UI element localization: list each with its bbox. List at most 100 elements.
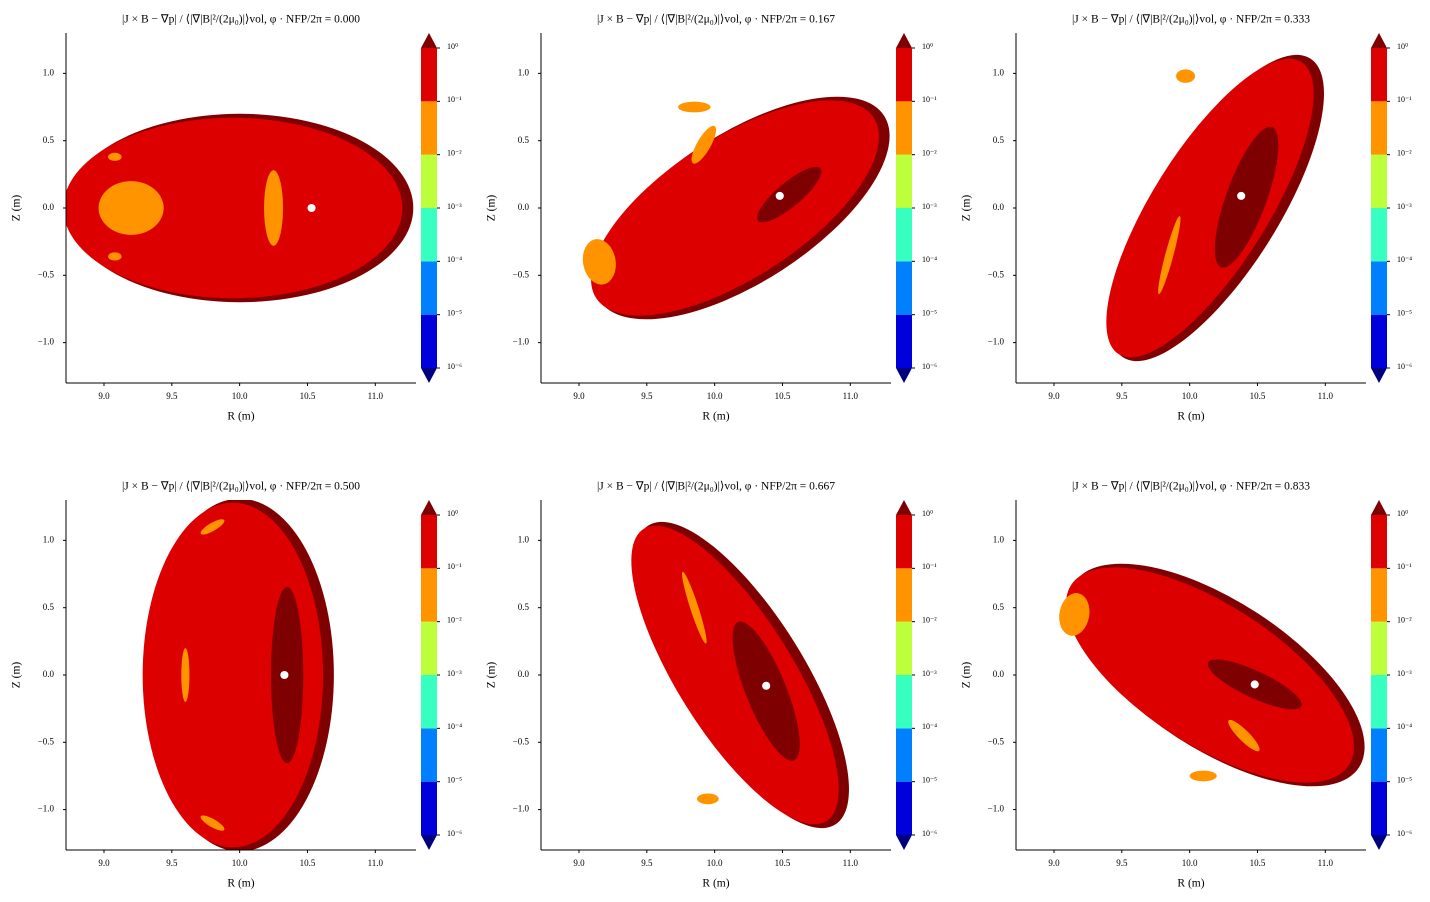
chart-title: |J × B − ∇p| / ⟨|∇|B|²/(2μ₀)|⟩vol, φ · N… xyxy=(1072,13,1310,26)
colorbar-segment xyxy=(421,101,437,155)
panel: 9.0 9.5 10.0 10.5 11.0 −1.0 −0.5 0.0 0.5 1.0 |J × … xyxy=(486,13,938,423)
x-tick-label: 9.5 xyxy=(166,858,178,868)
colorbar-segment xyxy=(896,568,912,622)
x-axis-label: R (m) xyxy=(1177,878,1204,890)
x-tick-label: 10.0 xyxy=(1182,391,1198,401)
high-core xyxy=(757,166,822,223)
colorbar-segment xyxy=(896,728,912,782)
cross-section xyxy=(1106,58,1314,358)
colorbar-tick-label: 10⁰ xyxy=(1397,42,1408,51)
colorbar-tick-label: 10⁰ xyxy=(447,509,458,518)
x-tick-label: 10.0 xyxy=(707,391,723,401)
x-tick-label: 11.0 xyxy=(1318,391,1334,401)
plot-area xyxy=(1059,563,1365,787)
colorbar-segment xyxy=(421,515,437,569)
cross-section xyxy=(66,117,403,299)
colorbar-tick-label: 10⁻² xyxy=(447,615,462,624)
y-axis-label: Z (m) xyxy=(11,662,23,689)
chart-title: |J × B − ∇p| / ⟨|∇|B|²/(2μ₀)|⟩vol, φ · N… xyxy=(122,13,360,26)
x-tick-label: 9.5 xyxy=(641,391,653,401)
colorbar-tick-label: 10⁻³ xyxy=(922,669,937,678)
colorbar-segment xyxy=(896,154,912,208)
x-tick-label: 10.0 xyxy=(1182,858,1198,868)
colorbar-over xyxy=(896,33,912,48)
y-tick-label: −0.5 xyxy=(988,736,1005,746)
x-tick-label: 9.0 xyxy=(98,391,110,401)
colorbar-tick-label: 10⁻¹ xyxy=(447,95,462,104)
colorbar-segment xyxy=(896,621,912,675)
y-tick-label: −1.0 xyxy=(513,804,530,814)
axis-hole xyxy=(280,670,289,680)
cross-section xyxy=(142,502,324,848)
x-tick-label: 9.0 xyxy=(573,391,585,401)
y-axis-label: Z (m) xyxy=(486,195,498,222)
panel: 9.0 9.5 10.0 10.5 11.0 −1.0 −0.5 0.0 0.5 1.0 |J × … xyxy=(11,13,463,423)
plot-area xyxy=(582,96,890,320)
colorbar-segment xyxy=(1371,515,1387,569)
chart-title: |J × B − ∇p| / ⟨|∇|B|²/(2μ₀)|⟩vol, φ · N… xyxy=(122,480,360,493)
low-region xyxy=(108,152,122,161)
y-tick-label: 0.0 xyxy=(993,202,1005,212)
colorbar-tick-label: 10⁻⁵ xyxy=(1397,308,1412,317)
colorbar-tick-label: 10⁻³ xyxy=(922,202,937,211)
y-tick-label: −1.0 xyxy=(38,337,55,347)
x-axis-label: R (m) xyxy=(227,878,254,890)
colorbar-segment xyxy=(421,154,437,208)
y-axis-label: Z (m) xyxy=(961,662,973,689)
colorbar-tick-label: 10⁰ xyxy=(922,509,933,518)
colorbar-over xyxy=(421,33,437,48)
x-tick-label: 10.0 xyxy=(232,858,248,868)
colorbar-tick-label: 10⁻³ xyxy=(1397,669,1412,678)
y-tick-label: −0.5 xyxy=(38,269,55,279)
y-tick-label: 0.5 xyxy=(993,135,1005,145)
colorbar-segment xyxy=(896,208,912,262)
colorbar-tick-label: 10⁰ xyxy=(1397,509,1408,518)
colorbar-tick-label: 10⁻¹ xyxy=(447,562,462,571)
colorbar-segment xyxy=(1371,261,1387,315)
y-tick-label: −0.5 xyxy=(988,269,1005,279)
colorbar-segment xyxy=(421,621,437,675)
x-tick-label: 11.0 xyxy=(843,858,859,868)
y-tick-label: 1.0 xyxy=(993,534,1005,544)
colorbar-tick-label: 10⁰ xyxy=(447,42,458,51)
colorbar-under xyxy=(1371,368,1387,383)
low-region xyxy=(691,125,717,164)
x-tick-label: 9.5 xyxy=(641,858,653,868)
y-tick-label: 0.5 xyxy=(43,135,55,145)
colorbar-segment xyxy=(421,48,437,102)
colorbar-segment xyxy=(896,101,912,155)
x-axis-label: R (m) xyxy=(1177,411,1204,423)
colorbar-tick-label: 10⁻³ xyxy=(1397,202,1412,211)
x-tick-label: 9.0 xyxy=(1048,858,1060,868)
plot-area xyxy=(1106,54,1324,362)
panel: 9.0 9.5 10.0 10.5 11.0 −1.0 −0.5 0.0 0.5 1.0 |J × … xyxy=(11,480,463,890)
y-tick-label: 0.5 xyxy=(518,602,530,612)
low-region xyxy=(682,571,707,644)
colorbar-segment xyxy=(1371,208,1387,262)
axis-hole xyxy=(307,203,316,213)
y-tick-label: −0.5 xyxy=(513,269,530,279)
panel: 9.0 9.5 10.0 10.5 11.0 −1.0 −0.5 0.0 0.5 1.0 |J × … xyxy=(961,13,1413,423)
x-tick-label: 9.0 xyxy=(1048,391,1060,401)
colorbar-tick-label: 10⁻⁵ xyxy=(922,775,937,784)
low-region xyxy=(200,519,225,535)
axis-hole xyxy=(775,191,784,200)
y-tick-label: 0.0 xyxy=(518,669,530,679)
colorbar-segment xyxy=(896,314,912,368)
colorbar-tick-label: 10⁻¹ xyxy=(1397,562,1412,571)
colorbar-over xyxy=(1371,500,1387,515)
y-tick-label: 1.0 xyxy=(43,534,55,544)
x-tick-label: 10.5 xyxy=(775,858,791,868)
colorbar-segment xyxy=(1371,101,1387,155)
colorbar-tick-label: 10⁻⁶ xyxy=(447,362,462,371)
chart-title: |J × B − ∇p| / ⟨|∇|B|²/(2μ₀)|⟩vol, φ · N… xyxy=(597,13,835,26)
colorbar-tick-label: 10⁻⁶ xyxy=(1397,362,1412,371)
colorbar-tick-label: 10⁻¹ xyxy=(922,95,937,104)
high-core xyxy=(1214,126,1279,268)
colorbar-tick-label: 10⁻⁶ xyxy=(1397,829,1412,838)
y-tick-label: 1.0 xyxy=(518,67,530,77)
colorbar-over xyxy=(421,500,437,515)
colorbar-segment xyxy=(896,781,912,835)
x-tick-label: 9.0 xyxy=(573,858,585,868)
cross-section xyxy=(591,100,879,316)
